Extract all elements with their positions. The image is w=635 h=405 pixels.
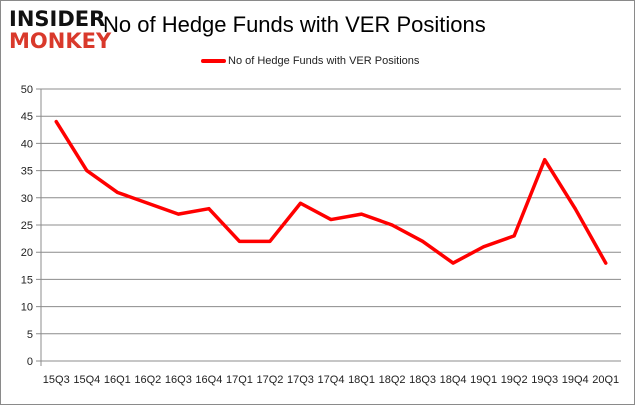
data-point <box>451 261 455 265</box>
data-point <box>115 190 119 194</box>
y-tick-label: 0 <box>27 356 33 368</box>
x-tick-label: 15Q4 <box>73 374 100 386</box>
y-tick-label: 50 <box>21 84 33 96</box>
x-tick-label: 18Q3 <box>409 374 436 386</box>
data-point <box>54 120 58 124</box>
data-point <box>268 239 272 243</box>
series-line <box>54 119 608 265</box>
data-point <box>421 239 425 243</box>
y-tick-label: 15 <box>21 274 33 286</box>
data-point <box>85 169 89 173</box>
y-tick-label: 10 <box>21 302 33 314</box>
x-tick-label: 17Q2 <box>256 374 283 386</box>
y-tick-label: 45 <box>21 111 33 123</box>
x-tick-label: 16Q2 <box>134 374 161 386</box>
insider-monkey-logo: INSIDER MONKEY <box>9 7 111 53</box>
legend-swatch <box>201 59 226 63</box>
y-tick-label: 5 <box>27 329 33 341</box>
x-tick-label: 15Q3 <box>43 374 70 386</box>
data-point <box>482 245 486 249</box>
logo-line-1: INSIDER <box>9 7 106 31</box>
legend: No of Hedge Funds with VER Positions <box>201 55 419 67</box>
data-point <box>360 212 364 216</box>
chart-title: No of Hedge Funds with VER Positions <box>103 12 486 37</box>
data-point <box>207 207 211 211</box>
x-tick-label: 19Q2 <box>501 374 528 386</box>
data-point <box>573 207 577 211</box>
x-tick-label: 16Q3 <box>165 374 192 386</box>
x-tick-label: 16Q1 <box>104 374 131 386</box>
legend-label: No of Hedge Funds with VER Positions <box>228 55 420 67</box>
x-tick-label: 18Q4 <box>440 374 467 386</box>
x-tick-label: 19Q3 <box>531 374 558 386</box>
x-tick-label: 20Q1 <box>592 374 619 386</box>
y-tick-label: 30 <box>21 193 33 205</box>
data-point <box>146 201 150 205</box>
x-tick-label: 16Q4 <box>195 374 222 386</box>
x-tick-label: 17Q3 <box>287 374 314 386</box>
x-tick-label: 17Q4 <box>318 374 345 386</box>
x-tick-label: 19Q4 <box>562 374 589 386</box>
data-point <box>329 218 333 222</box>
data-point <box>512 234 516 238</box>
data-point <box>543 158 547 162</box>
y-tick-label: 35 <box>21 166 33 178</box>
x-tick-label: 18Q1 <box>348 374 375 386</box>
y-tick-label: 25 <box>21 220 33 232</box>
data-point <box>176 212 180 216</box>
logo-line-2: MONKEY <box>9 29 112 53</box>
data-point <box>604 261 608 265</box>
data-point <box>298 201 302 205</box>
x-tick-label: 18Q2 <box>379 374 406 386</box>
x-tick-label: 19Q1 <box>470 374 497 386</box>
data-point <box>390 223 394 227</box>
data-point <box>237 239 241 243</box>
y-tick-label: 20 <box>21 247 33 259</box>
x-tick-label: 17Q1 <box>226 374 253 386</box>
y-tick-label: 40 <box>21 138 33 150</box>
